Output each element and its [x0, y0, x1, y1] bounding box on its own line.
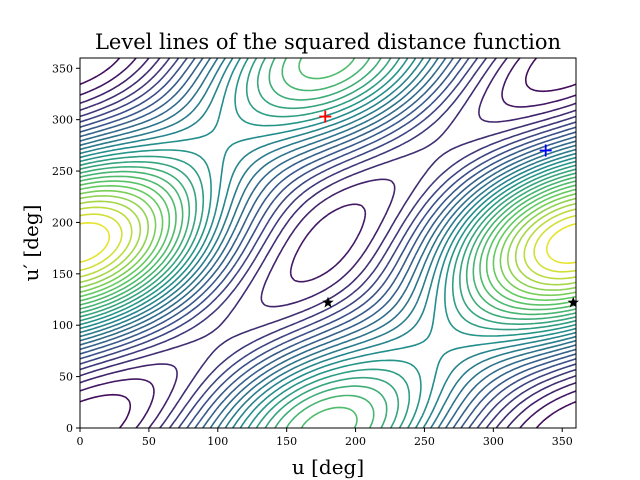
contour-level-line — [80, 58, 576, 428]
y-tick-label: 200 — [52, 216, 73, 229]
contour-level-line — [80, 58, 576, 428]
y-tick-label: 50 — [59, 371, 73, 384]
contour-level-line — [80, 58, 576, 428]
contour-level-line — [80, 58, 576, 428]
contour-level-line — [80, 195, 576, 291]
x-tick-label: 50 — [142, 435, 156, 448]
y-tick-label: 0 — [66, 422, 73, 435]
x-tick-label: 0 — [77, 435, 84, 448]
maximum-marker — [319, 110, 332, 123]
contour-level-line — [80, 58, 576, 428]
contour-level-line — [80, 58, 576, 428]
y-tick-label: 250 — [52, 165, 73, 178]
contour-level-line — [80, 185, 576, 301]
contour-level-line — [80, 58, 576, 428]
x-tick-label: 150 — [276, 435, 297, 448]
contour-level-line — [80, 58, 576, 428]
x-tick-label: 300 — [483, 435, 504, 448]
contour-level-line — [80, 58, 576, 428]
y-tick-label: 100 — [52, 319, 73, 332]
x-tick-label: 250 — [414, 435, 435, 448]
y-tick-label: 350 — [52, 62, 73, 75]
contour-level-line — [80, 206, 576, 280]
plot-frame — [79, 57, 577, 429]
contour-level-line — [80, 58, 576, 428]
contour-level-line — [80, 200, 576, 286]
contour-level-line — [80, 58, 576, 428]
x-tick-label: 350 — [552, 435, 573, 448]
x-tick-label: 200 — [345, 435, 366, 448]
y-tick-label: 150 — [52, 268, 73, 281]
contour-level-line — [80, 58, 576, 428]
contour-level-line — [80, 58, 576, 428]
contour-level-line — [80, 189, 576, 297]
contour-lines — [80, 58, 576, 428]
y-tick-label: 300 — [52, 114, 73, 127]
contour-level-line — [80, 180, 576, 306]
minimum-marker — [539, 144, 552, 157]
contour-level-line — [80, 58, 576, 428]
x-axis: 0 50 100 150 200 250 300 350 — [77, 428, 573, 448]
saddle-1-marker — [322, 296, 334, 308]
contour-level-line — [80, 58, 576, 428]
x-tick-label: 100 — [207, 435, 228, 448]
contour-level-line — [80, 58, 576, 428]
contour-level-line — [80, 58, 576, 428]
y-axis: 0 50 100 150 200 250 300 350 — [52, 62, 80, 435]
contour-level-line — [80, 58, 576, 428]
chart-title: Level lines of the squared distance func… — [95, 30, 561, 54]
saddle-2-marker — [567, 296, 579, 308]
contour-level-line — [80, 222, 576, 264]
markers — [319, 110, 579, 308]
x-axis-label: u [deg] — [292, 455, 364, 479]
contour-level-line — [80, 58, 576, 428]
contour-level-line — [80, 213, 576, 273]
contour-level-line — [80, 58, 576, 428]
y-axis-label: u′ [deg] — [19, 205, 43, 282]
